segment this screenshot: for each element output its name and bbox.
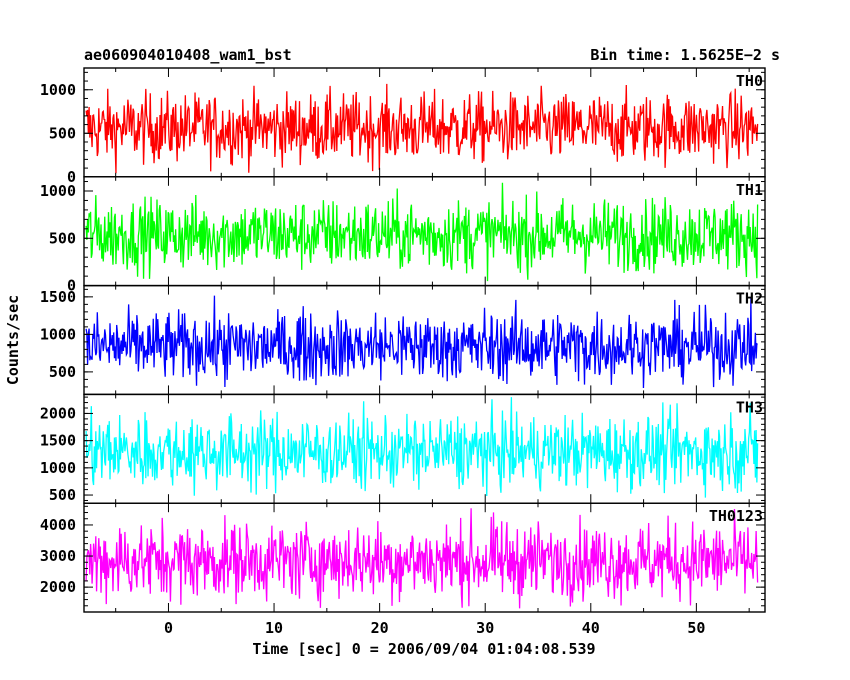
panel-label: TH0123 [709, 507, 763, 525]
y-tick-label: 500 [49, 486, 76, 504]
panel-th3: 500 1000 1500 2000 TH3 [40, 393, 766, 504]
y-tick-label: 500 [49, 363, 76, 381]
x-tick-label: 40 [582, 619, 600, 637]
y-tick-label: 1000 [40, 182, 76, 200]
panel-frame [83, 502, 766, 613]
series-th1 [85, 182, 759, 282]
y-tick-label: 1000 [40, 325, 76, 343]
y-tick-label: 500 [49, 229, 76, 247]
x-axis: 0 10 20 30 40 50 [164, 619, 705, 637]
series-th0 [85, 83, 759, 174]
panels: 0 500 1000 TH0 0 500 1000 TH1 500 1000 1500 TH2 500 1… [40, 67, 766, 613]
panel-th0123: 2000 3000 4000 TH0123 [40, 502, 766, 613]
x-tick-label: 50 [687, 619, 705, 637]
panel-label: TH3 [736, 398, 763, 416]
series-th2 [85, 295, 758, 389]
y-tick-label: 1000 [40, 81, 76, 99]
x-tick-label: 10 [265, 619, 283, 637]
panel-label: TH1 [736, 181, 763, 199]
panel-th0: 0 500 1000 TH0 [40, 67, 766, 186]
y-tick-label: 1000 [40, 459, 76, 477]
y-tick-label: 2000 [40, 578, 76, 596]
x-tick-label: 20 [371, 619, 389, 637]
panel-th2: 500 1000 1500 TH2 [40, 284, 766, 396]
x-tick-label: 30 [476, 619, 494, 637]
y-axis-label: Counts/sec [4, 295, 22, 385]
y-tick-label: 0 [67, 277, 76, 295]
y-tick-label: 1500 [40, 432, 76, 450]
y-tick-label: 1500 [40, 288, 76, 306]
panel-label: TH0 [736, 72, 763, 90]
panel-th1: 0 500 1000 TH1 [40, 176, 766, 295]
y-tick-label: 3000 [40, 547, 76, 565]
y-tick-label: 2000 [40, 404, 76, 422]
y-tick-label: 0 [67, 168, 76, 186]
panel-label: TH2 [736, 290, 763, 308]
title-right: Bin time: 1.5625E−2 s [590, 46, 780, 64]
title-left: ae060904010408_wam1_bst [84, 46, 292, 64]
series-th0123 [85, 508, 759, 609]
y-tick-label: 4000 [40, 516, 76, 534]
series-th3 [85, 397, 759, 498]
x-tick-label: 0 [164, 619, 173, 637]
x-axis-label: Time [sec] 0 = 2006/09/04 01:04:08.539 [252, 640, 595, 658]
y-tick-label: 500 [49, 124, 76, 142]
